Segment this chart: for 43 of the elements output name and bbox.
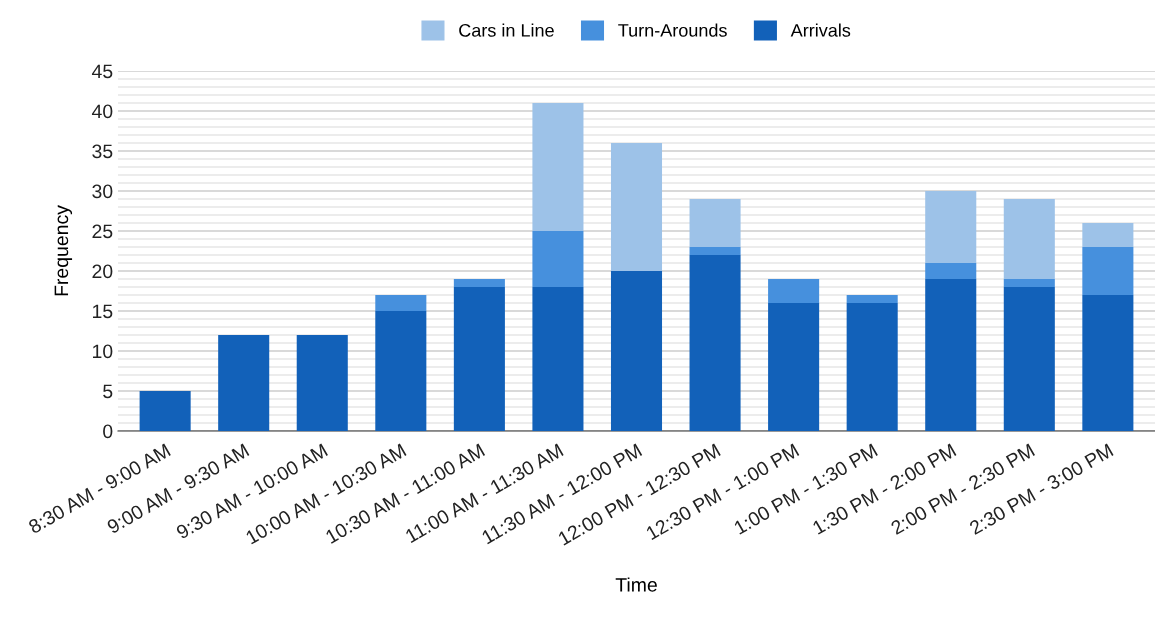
bar [689, 255, 741, 431]
bar [768, 279, 820, 303]
bar [453, 279, 505, 287]
bar [1003, 199, 1055, 279]
bar [610, 143, 663, 271]
legend-label: Cars in Line [459, 23, 554, 37]
y-tick-label: 45 [91, 64, 113, 79]
bar [532, 231, 584, 287]
x-axis-title: Time [615, 577, 657, 592]
bar [925, 263, 977, 279]
bar [296, 335, 348, 431]
y-tick-label: 15 [93, 304, 113, 319]
bar [768, 303, 820, 431]
bar [1082, 295, 1134, 431]
y-tick-label: 30 [92, 184, 113, 199]
y-tick-label: 20 [92, 264, 113, 279]
bar [689, 247, 741, 255]
bar [532, 287, 584, 431]
bar [925, 279, 977, 431]
legend-label: Turn-Arounds [618, 23, 727, 37]
bar [846, 295, 898, 303]
y-tick-label: 35 [92, 144, 113, 159]
y-tick-label: 40 [91, 104, 113, 119]
bar [453, 287, 505, 431]
bar [610, 271, 663, 431]
bar [1082, 223, 1134, 247]
bar [139, 391, 191, 431]
bar [532, 103, 584, 231]
y-axis-title: Frequency [54, 205, 73, 296]
bar [375, 295, 427, 311]
bar [1003, 279, 1055, 287]
bar [1082, 247, 1134, 295]
y-tick-label: 0 [103, 424, 113, 439]
y-tick-label: 5 [103, 384, 113, 399]
legend-label: Arrivals [790, 23, 851, 37]
bar [218, 335, 270, 431]
bar [846, 303, 898, 431]
bar [689, 199, 741, 247]
bar [1003, 287, 1055, 431]
y-tick-label: 10 [93, 344, 113, 359]
y-tick-label: 25 [92, 224, 113, 239]
bar [375, 311, 427, 431]
bar [925, 191, 977, 263]
